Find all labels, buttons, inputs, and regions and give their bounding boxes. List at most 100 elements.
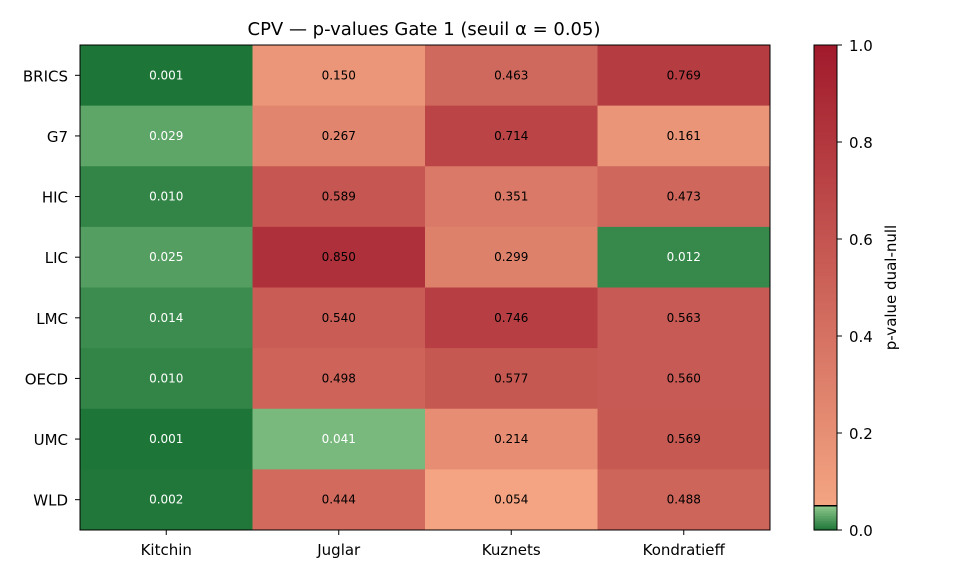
cell-value-label: 0.267 bbox=[322, 129, 356, 143]
colorbar-segment bbox=[814, 420, 837, 424]
colorbar-segment bbox=[814, 251, 837, 255]
colorbar-segment bbox=[814, 209, 837, 213]
colorbar-segment bbox=[814, 59, 837, 63]
cell-value-label: 0.012 bbox=[667, 250, 701, 264]
heatmap-cell bbox=[252, 166, 426, 228]
plot-frame bbox=[79, 44, 771, 531]
y-tick-label: LIC bbox=[45, 249, 68, 267]
cell-value-label: 0.850 bbox=[322, 250, 356, 264]
colorbar-segment bbox=[814, 435, 837, 439]
colorbar-segment bbox=[814, 433, 837, 437]
colorbar-segment bbox=[814, 508, 837, 512]
cell-value-label: 0.769 bbox=[667, 68, 701, 82]
colorbar-tick-label: 0.8 bbox=[849, 134, 873, 152]
colorbar-segment bbox=[814, 178, 837, 182]
colorbar-segment bbox=[814, 117, 837, 121]
colorbar-segment bbox=[814, 83, 837, 87]
colorbar-segment bbox=[814, 45, 837, 49]
heatmap-cell bbox=[597, 226, 771, 288]
heatmap-cell bbox=[252, 469, 426, 531]
colorbar-segment bbox=[814, 469, 837, 473]
colorbar-segment bbox=[814, 449, 837, 453]
cell-value-label: 0.010 bbox=[149, 371, 183, 385]
colorbar-segment bbox=[814, 127, 837, 131]
heatmap-cell bbox=[252, 348, 426, 410]
heatmap-cell bbox=[425, 166, 598, 228]
colorbar-segment bbox=[814, 520, 837, 524]
colorbar-segment bbox=[814, 445, 837, 449]
colorbar-segment bbox=[814, 166, 837, 170]
cell-value-label: 0.746 bbox=[494, 311, 528, 325]
colorbar-segment bbox=[814, 122, 837, 126]
colorbar-segment bbox=[814, 112, 837, 116]
colorbar-segment bbox=[814, 382, 837, 386]
colorbar-segment bbox=[814, 377, 837, 381]
colorbar-segment bbox=[814, 268, 837, 272]
colorbar-segment bbox=[814, 476, 837, 480]
colorbar-segment bbox=[814, 411, 837, 415]
colorbar-segment bbox=[814, 500, 837, 504]
cell-value-label: 0.351 bbox=[494, 190, 528, 204]
heatmap-cell bbox=[425, 226, 598, 288]
colorbar-segment bbox=[814, 302, 837, 306]
heatmap-cell bbox=[80, 287, 253, 349]
colorbar-segment bbox=[814, 338, 837, 342]
colorbar-segment bbox=[814, 69, 837, 73]
colorbar-segment bbox=[814, 299, 837, 303]
colorbar-segment bbox=[814, 389, 837, 393]
colorbar-segment bbox=[814, 154, 837, 158]
colorbar-segment bbox=[814, 394, 837, 398]
colorbar-segment bbox=[814, 134, 837, 138]
colorbar-segment bbox=[814, 260, 837, 264]
colorbar-segment bbox=[814, 527, 837, 531]
cell-value-label: 0.463 bbox=[494, 68, 528, 82]
colorbar-segment bbox=[814, 365, 837, 369]
colorbar-segment bbox=[814, 479, 837, 483]
heatmap-cell bbox=[597, 105, 771, 167]
colorbar-segment bbox=[814, 328, 837, 332]
cell-value-label: 0.001 bbox=[149, 68, 183, 82]
colorbar-segment bbox=[814, 483, 837, 487]
colorbar-segment bbox=[814, 105, 837, 109]
colorbar-segment bbox=[814, 442, 837, 446]
colorbar-segment bbox=[814, 255, 837, 259]
colorbar-segment bbox=[814, 396, 837, 400]
heatmap-cell bbox=[80, 469, 253, 531]
colorbar-segment bbox=[814, 340, 837, 344]
cell-value-label: 0.577 bbox=[494, 371, 528, 385]
colorbar-segment bbox=[814, 202, 837, 206]
colorbar-segment bbox=[814, 98, 837, 102]
colorbar-segment bbox=[814, 336, 837, 340]
colorbar-segment bbox=[814, 248, 837, 252]
heatmap-cell bbox=[252, 408, 426, 470]
heatmap-cell bbox=[597, 45, 771, 107]
heatmap-cell bbox=[425, 287, 598, 349]
colorbar-segment bbox=[814, 91, 837, 95]
y-tick-label: G7 bbox=[47, 128, 68, 146]
colorbar-segment bbox=[814, 125, 837, 129]
cell-value-label: 0.029 bbox=[149, 129, 183, 143]
colorbar-segment bbox=[814, 454, 837, 458]
colorbar-segment bbox=[814, 207, 837, 211]
colorbar-segment bbox=[814, 406, 837, 410]
colorbar-segment bbox=[814, 522, 837, 526]
colorbar-segment bbox=[814, 515, 837, 519]
colorbar-segment bbox=[814, 49, 837, 53]
colorbar-segment bbox=[814, 503, 837, 507]
colorbar-segment bbox=[814, 192, 837, 196]
colorbar-segment bbox=[814, 360, 837, 364]
colorbar-segment bbox=[814, 525, 837, 529]
x-tick-label: Kuznets bbox=[482, 541, 541, 559]
heatmap-cell bbox=[597, 348, 771, 410]
colorbar-segment bbox=[814, 54, 837, 58]
colorbar-segment bbox=[814, 437, 837, 441]
cell-value-label: 0.214 bbox=[494, 432, 528, 446]
colorbar-segment bbox=[814, 217, 837, 221]
colorbar-segment bbox=[814, 229, 837, 233]
colorbar-segment bbox=[814, 129, 837, 133]
cell-value-label: 0.161 bbox=[667, 129, 701, 143]
colorbar: 0.0 0.2 0.4 0.6 0.8 1.0 p-value dual-null bbox=[813, 37, 900, 540]
colorbar-segment bbox=[814, 459, 837, 463]
colorbar-segment bbox=[814, 66, 837, 70]
